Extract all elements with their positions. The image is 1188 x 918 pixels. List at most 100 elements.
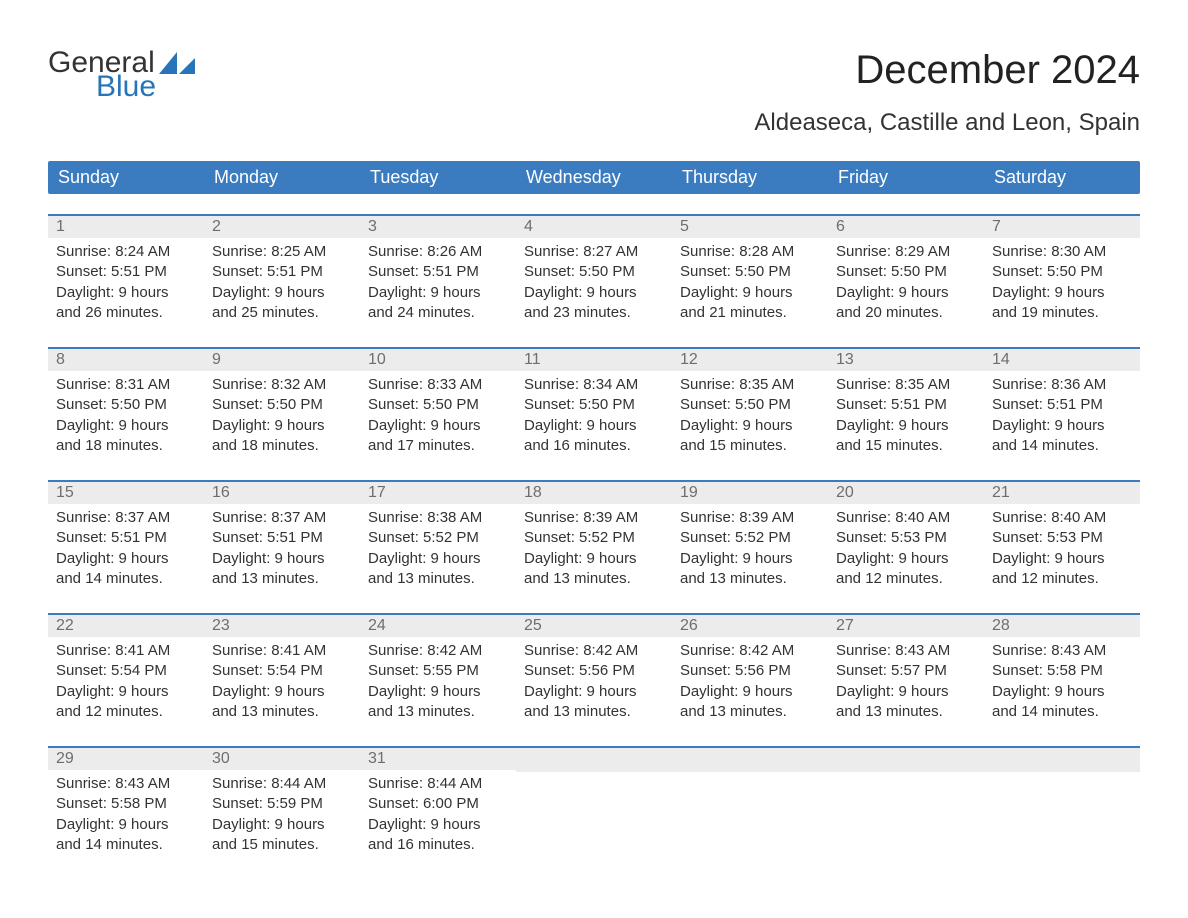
- day-sunset-line: Sunset: 5:50 PM: [524, 262, 664, 282]
- day-day1-line: Daylight: 9 hours: [56, 682, 196, 702]
- calendar-day-cell: 15Sunrise: 8:37 AMSunset: 5:51 PMDayligh…: [48, 482, 204, 593]
- day-detail: Sunrise: 8:42 AMSunset: 5:56 PMDaylight:…: [516, 637, 672, 726]
- title-block: December 2024 Aldeaseca, Castille and Le…: [754, 48, 1140, 137]
- day-day2-line: and 26 minutes.: [56, 303, 196, 323]
- calendar-day-cell: 10Sunrise: 8:33 AMSunset: 5:50 PMDayligh…: [360, 349, 516, 460]
- calendar-day-cell: 3Sunrise: 8:26 AMSunset: 5:51 PMDaylight…: [360, 216, 516, 327]
- day-day2-line: and 20 minutes.: [836, 303, 976, 323]
- day-day2-line: and 16 minutes.: [524, 436, 664, 456]
- calendar-day-cell: 31Sunrise: 8:44 AMSunset: 6:00 PMDayligh…: [360, 748, 516, 859]
- day-detail: Sunrise: 8:42 AMSunset: 5:55 PMDaylight:…: [360, 637, 516, 726]
- day-day2-line: and 16 minutes.: [368, 835, 508, 855]
- day-sunset-line: Sunset: 5:52 PM: [680, 528, 820, 548]
- day-number: 18: [516, 482, 672, 504]
- day-day1-line: Daylight: 9 hours: [212, 815, 352, 835]
- weekday-header: Thursday: [672, 161, 828, 194]
- calendar-day-cell: 21Sunrise: 8:40 AMSunset: 5:53 PMDayligh…: [984, 482, 1140, 593]
- weekday-header: Tuesday: [360, 161, 516, 194]
- day-sunset-line: Sunset: 5:56 PM: [680, 661, 820, 681]
- day-day1-line: Daylight: 9 hours: [992, 416, 1132, 436]
- day-detail: Sunrise: 8:44 AMSunset: 6:00 PMDaylight:…: [360, 770, 516, 859]
- weekday-header: Friday: [828, 161, 984, 194]
- day-number: 30: [204, 748, 360, 770]
- day-detail: [672, 772, 828, 852]
- day-number: 5: [672, 216, 828, 238]
- day-sunrise-line: Sunrise: 8:41 AM: [212, 641, 352, 661]
- day-detail: Sunrise: 8:43 AMSunset: 5:58 PMDaylight:…: [984, 637, 1140, 726]
- weekday-header: Sunday: [48, 161, 204, 194]
- day-detail: Sunrise: 8:34 AMSunset: 5:50 PMDaylight:…: [516, 371, 672, 460]
- day-detail: Sunrise: 8:44 AMSunset: 5:59 PMDaylight:…: [204, 770, 360, 859]
- day-detail: Sunrise: 8:29 AMSunset: 5:50 PMDaylight:…: [828, 238, 984, 327]
- day-sunset-line: Sunset: 5:51 PM: [992, 395, 1132, 415]
- day-day2-line: and 24 minutes.: [368, 303, 508, 323]
- day-day1-line: Daylight: 9 hours: [836, 682, 976, 702]
- day-number: 19: [672, 482, 828, 504]
- day-day1-line: Daylight: 9 hours: [992, 549, 1132, 569]
- calendar-week-row: 22Sunrise: 8:41 AMSunset: 5:54 PMDayligh…: [48, 613, 1140, 726]
- day-detail: Sunrise: 8:32 AMSunset: 5:50 PMDaylight:…: [204, 371, 360, 460]
- day-detail: Sunrise: 8:38 AMSunset: 5:52 PMDaylight:…: [360, 504, 516, 593]
- calendar-grid: Sunday Monday Tuesday Wednesday Thursday…: [48, 161, 1140, 859]
- day-day1-line: Daylight: 9 hours: [524, 416, 664, 436]
- day-sunset-line: Sunset: 5:51 PM: [212, 262, 352, 282]
- day-detail: Sunrise: 8:35 AMSunset: 5:50 PMDaylight:…: [672, 371, 828, 460]
- day-sunset-line: Sunset: 5:50 PM: [992, 262, 1132, 282]
- day-sunrise-line: Sunrise: 8:24 AM: [56, 242, 196, 262]
- day-day2-line: and 14 minutes.: [56, 835, 196, 855]
- day-sunrise-line: Sunrise: 8:40 AM: [992, 508, 1132, 528]
- day-sunrise-line: Sunrise: 8:44 AM: [368, 774, 508, 794]
- day-day1-line: Daylight: 9 hours: [368, 416, 508, 436]
- day-sunrise-line: Sunrise: 8:43 AM: [992, 641, 1132, 661]
- day-detail: Sunrise: 8:37 AMSunset: 5:51 PMDaylight:…: [48, 504, 204, 593]
- day-sunrise-line: Sunrise: 8:30 AM: [992, 242, 1132, 262]
- day-day1-line: Daylight: 9 hours: [836, 283, 976, 303]
- weekday-header: Saturday: [984, 161, 1140, 194]
- calendar-day-cell: 1Sunrise: 8:24 AMSunset: 5:51 PMDaylight…: [48, 216, 204, 327]
- day-number: 14: [984, 349, 1140, 371]
- day-sunrise-line: Sunrise: 8:39 AM: [680, 508, 820, 528]
- day-number: 3: [360, 216, 516, 238]
- day-number: 2: [204, 216, 360, 238]
- day-sunset-line: Sunset: 5:59 PM: [212, 794, 352, 814]
- calendar-day-cell: 24Sunrise: 8:42 AMSunset: 5:55 PMDayligh…: [360, 615, 516, 726]
- day-sunset-line: Sunset: 5:58 PM: [992, 661, 1132, 681]
- day-day2-line: and 13 minutes.: [212, 702, 352, 722]
- day-number: 26: [672, 615, 828, 637]
- day-number: 8: [48, 349, 204, 371]
- calendar-week-row: 15Sunrise: 8:37 AMSunset: 5:51 PMDayligh…: [48, 480, 1140, 593]
- day-number: [984, 748, 1140, 772]
- day-sunrise-line: Sunrise: 8:36 AM: [992, 375, 1132, 395]
- day-day2-line: and 19 minutes.: [992, 303, 1132, 323]
- day-detail: Sunrise: 8:35 AMSunset: 5:51 PMDaylight:…: [828, 371, 984, 460]
- day-sunrise-line: Sunrise: 8:32 AM: [212, 375, 352, 395]
- day-sunrise-line: Sunrise: 8:34 AM: [524, 375, 664, 395]
- day-day2-line: and 15 minutes.: [836, 436, 976, 456]
- day-detail: Sunrise: 8:43 AMSunset: 5:58 PMDaylight:…: [48, 770, 204, 859]
- day-sunset-line: Sunset: 5:50 PM: [680, 395, 820, 415]
- calendar-day-cell: 16Sunrise: 8:37 AMSunset: 5:51 PMDayligh…: [204, 482, 360, 593]
- day-detail: Sunrise: 8:41 AMSunset: 5:54 PMDaylight:…: [48, 637, 204, 726]
- calendar-day-cell: 29Sunrise: 8:43 AMSunset: 5:58 PMDayligh…: [48, 748, 204, 859]
- day-sunset-line: Sunset: 5:51 PM: [56, 262, 196, 282]
- page-header: General Blue December 2024 Aldeaseca, Ca…: [48, 48, 1140, 137]
- day-number: 27: [828, 615, 984, 637]
- day-day1-line: Daylight: 9 hours: [992, 283, 1132, 303]
- day-sunset-line: Sunset: 5:51 PM: [212, 528, 352, 548]
- day-sunset-line: Sunset: 5:51 PM: [368, 262, 508, 282]
- calendar-week-row: 8Sunrise: 8:31 AMSunset: 5:50 PMDaylight…: [48, 347, 1140, 460]
- day-sunrise-line: Sunrise: 8:26 AM: [368, 242, 508, 262]
- day-sunset-line: Sunset: 5:54 PM: [212, 661, 352, 681]
- day-sunrise-line: Sunrise: 8:35 AM: [680, 375, 820, 395]
- weekday-header: Wednesday: [516, 161, 672, 194]
- day-detail: Sunrise: 8:37 AMSunset: 5:51 PMDaylight:…: [204, 504, 360, 593]
- day-day1-line: Daylight: 9 hours: [680, 283, 820, 303]
- day-day2-line: and 13 minutes.: [212, 569, 352, 589]
- weekday-header: Monday: [204, 161, 360, 194]
- calendar-day-cell: [516, 748, 672, 859]
- day-detail: Sunrise: 8:41 AMSunset: 5:54 PMDaylight:…: [204, 637, 360, 726]
- day-sunset-line: Sunset: 5:51 PM: [56, 528, 196, 548]
- calendar-day-cell: 18Sunrise: 8:39 AMSunset: 5:52 PMDayligh…: [516, 482, 672, 593]
- day-day1-line: Daylight: 9 hours: [680, 682, 820, 702]
- location-subtitle: Aldeaseca, Castille and Leon, Spain: [754, 109, 1140, 137]
